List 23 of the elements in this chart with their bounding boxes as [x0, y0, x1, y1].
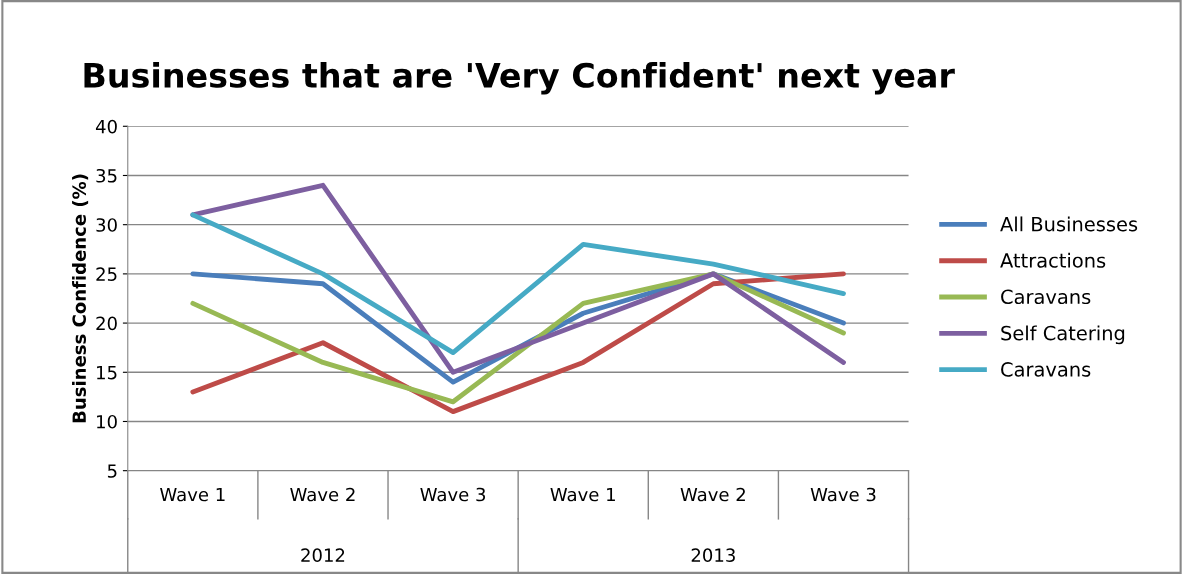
x-tick-label: Wave 1: [160, 487, 225, 502]
legend-label: Caravans: [1001, 362, 1091, 377]
x-tick-label: Wave 1: [550, 487, 615, 502]
y-tick-label: 5: [107, 464, 117, 478]
chart-title: Businesses that are 'Very Confident' next year: [84, 62, 955, 95]
x-tick-label: Wave 3: [810, 487, 876, 502]
text: 2012: [301, 548, 345, 563]
y-tick-label: 15: [97, 365, 117, 380]
y-tick-label: 35: [96, 168, 117, 183]
legend-label: Attractions: [1000, 252, 1106, 268]
legend-label: All Businesses: [1000, 216, 1138, 232]
y-tick-label: 10: [97, 414, 117, 429]
x-tick-label: Wave 2: [680, 487, 745, 502]
y-axis-title: Business Confidence (%): [72, 174, 89, 423]
legend-label: Caravans: [1001, 289, 1091, 305]
legend-label: Self Catering: [1001, 325, 1125, 345]
y-tick-label: 30: [96, 218, 117, 232]
y-tick-label: 40: [95, 119, 117, 134]
y-tick-label: 25: [96, 267, 117, 281]
x-tick-label: Wave 3: [420, 487, 486, 502]
x-tick-label: Wave 2: [290, 487, 355, 502]
text: 2013: [691, 548, 735, 563]
y-tick-label: 20: [96, 316, 117, 331]
